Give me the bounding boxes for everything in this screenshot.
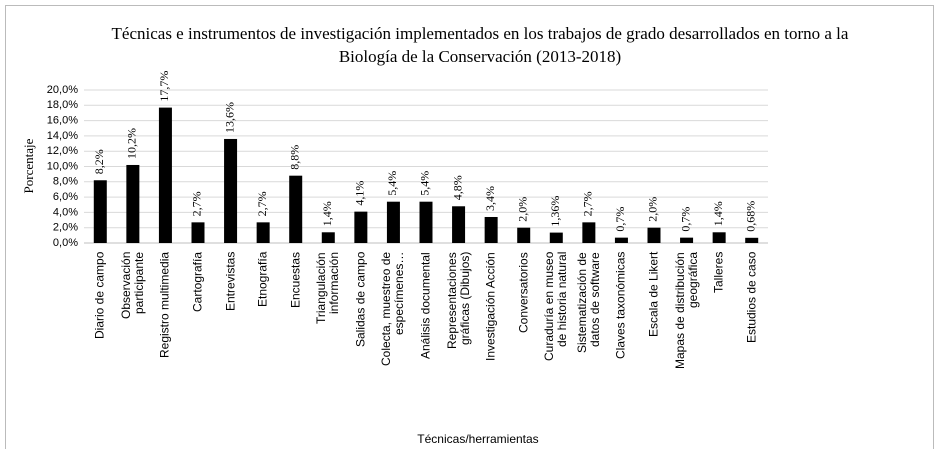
value-label: 2,7% <box>190 191 204 216</box>
x-tick-label: Representaciones gráficas (Dibujos) <box>444 252 472 349</box>
x-tick-label: Conversatorios <box>516 252 531 333</box>
value-label: 0,7% <box>678 207 692 232</box>
bar <box>321 232 335 243</box>
bar <box>484 216 498 243</box>
bar <box>289 175 303 243</box>
bar <box>712 232 726 243</box>
x-tick-label: Cartografía <box>190 252 205 313</box>
y-tick-label: 14,0% <box>47 130 78 142</box>
y-tick-label: 6,0% <box>53 191 78 203</box>
bar <box>647 227 661 243</box>
value-label: 2,0% <box>646 197 660 222</box>
bar <box>191 222 205 243</box>
value-label: 8,8% <box>287 145 301 170</box>
value-label: 17,7% <box>157 71 171 102</box>
x-tick-label: Entrevistas <box>223 252 238 312</box>
x-tick-label: Triangulación información <box>314 252 342 324</box>
bar <box>126 164 140 243</box>
bar <box>93 180 107 243</box>
value-label: 0,68% <box>743 201 757 232</box>
value-label: 1,4% <box>711 201 725 226</box>
value-label: 1,36% <box>548 196 562 227</box>
x-tick-label: Observación participante <box>118 252 146 320</box>
chart-title: Técnicas e instrumentos de investigación… <box>111 24 849 66</box>
x-tick-label: Sistematización de datos de software <box>574 252 602 353</box>
bar <box>745 237 759 243</box>
value-label: 5,4% <box>385 171 399 196</box>
y-axis-title: Porcentaje <box>21 138 36 193</box>
x-tick-label: Investigación Acción <box>483 252 498 361</box>
bar <box>419 201 433 243</box>
value-label: 2,7% <box>581 191 595 216</box>
bar <box>354 211 368 243</box>
y-tick-label: 18,0% <box>47 99 78 111</box>
bar <box>386 201 400 243</box>
x-tick-label: Claves taxonómicas <box>613 252 628 360</box>
bar <box>517 227 531 243</box>
value-label: 2,0% <box>515 197 529 222</box>
bar <box>680 237 694 243</box>
x-tick-label: Diario de campo <box>92 252 107 340</box>
bar <box>224 138 238 243</box>
x-tick-label: Estudios de caso <box>744 252 759 344</box>
value-label: 4,1% <box>353 181 367 206</box>
y-tick-label: 12,0% <box>47 145 78 157</box>
bar <box>158 107 172 243</box>
x-tick-label: Registro multimedia <box>157 252 172 359</box>
value-label: 10,2% <box>125 128 139 159</box>
x-tick-label: Etnografía <box>255 252 270 308</box>
x-tick-label: Salidas de campo <box>353 252 368 348</box>
value-label: 5,4% <box>418 171 432 196</box>
y-tick-label: 20,0% <box>47 84 78 96</box>
value-label: 0,7% <box>613 207 627 232</box>
y-tick-label: 2,0% <box>53 222 78 234</box>
x-tick-label: Mapas de distribución geográfica <box>672 252 700 369</box>
bar <box>549 232 563 243</box>
y-tick-label: 4,0% <box>53 206 78 218</box>
x-tick-label: Colecta, muestreo de especímenes… <box>379 252 407 367</box>
y-tick-label: 8,0% <box>53 176 78 188</box>
y-tick-label: 10,0% <box>47 160 78 172</box>
value-label: 2,7% <box>255 191 269 216</box>
bar <box>452 206 466 243</box>
x-tick-label: Análisis documental <box>418 252 433 359</box>
y-tick-label: 16,0% <box>47 115 78 127</box>
value-label: 4,8% <box>450 175 464 200</box>
x-tick-label: Escala de Likert <box>646 252 661 338</box>
bar <box>256 222 270 243</box>
x-axis-title: Técnicas/herramientas <box>417 432 538 446</box>
value-label: 3,4% <box>483 186 497 211</box>
chart-border <box>5 5 934 449</box>
x-tick-label: Talleres <box>711 252 726 294</box>
value-label: 13,6% <box>222 102 236 133</box>
y-tick-label: 0,0% <box>53 237 78 249</box>
value-label: 1,4% <box>320 201 334 226</box>
x-tick-label: Encuestas <box>288 252 303 309</box>
bar <box>614 237 628 243</box>
x-tick-label: Curaduría en museo de historia natural <box>542 252 570 362</box>
bar <box>582 222 596 243</box>
value-label: 8,2% <box>92 149 106 174</box>
